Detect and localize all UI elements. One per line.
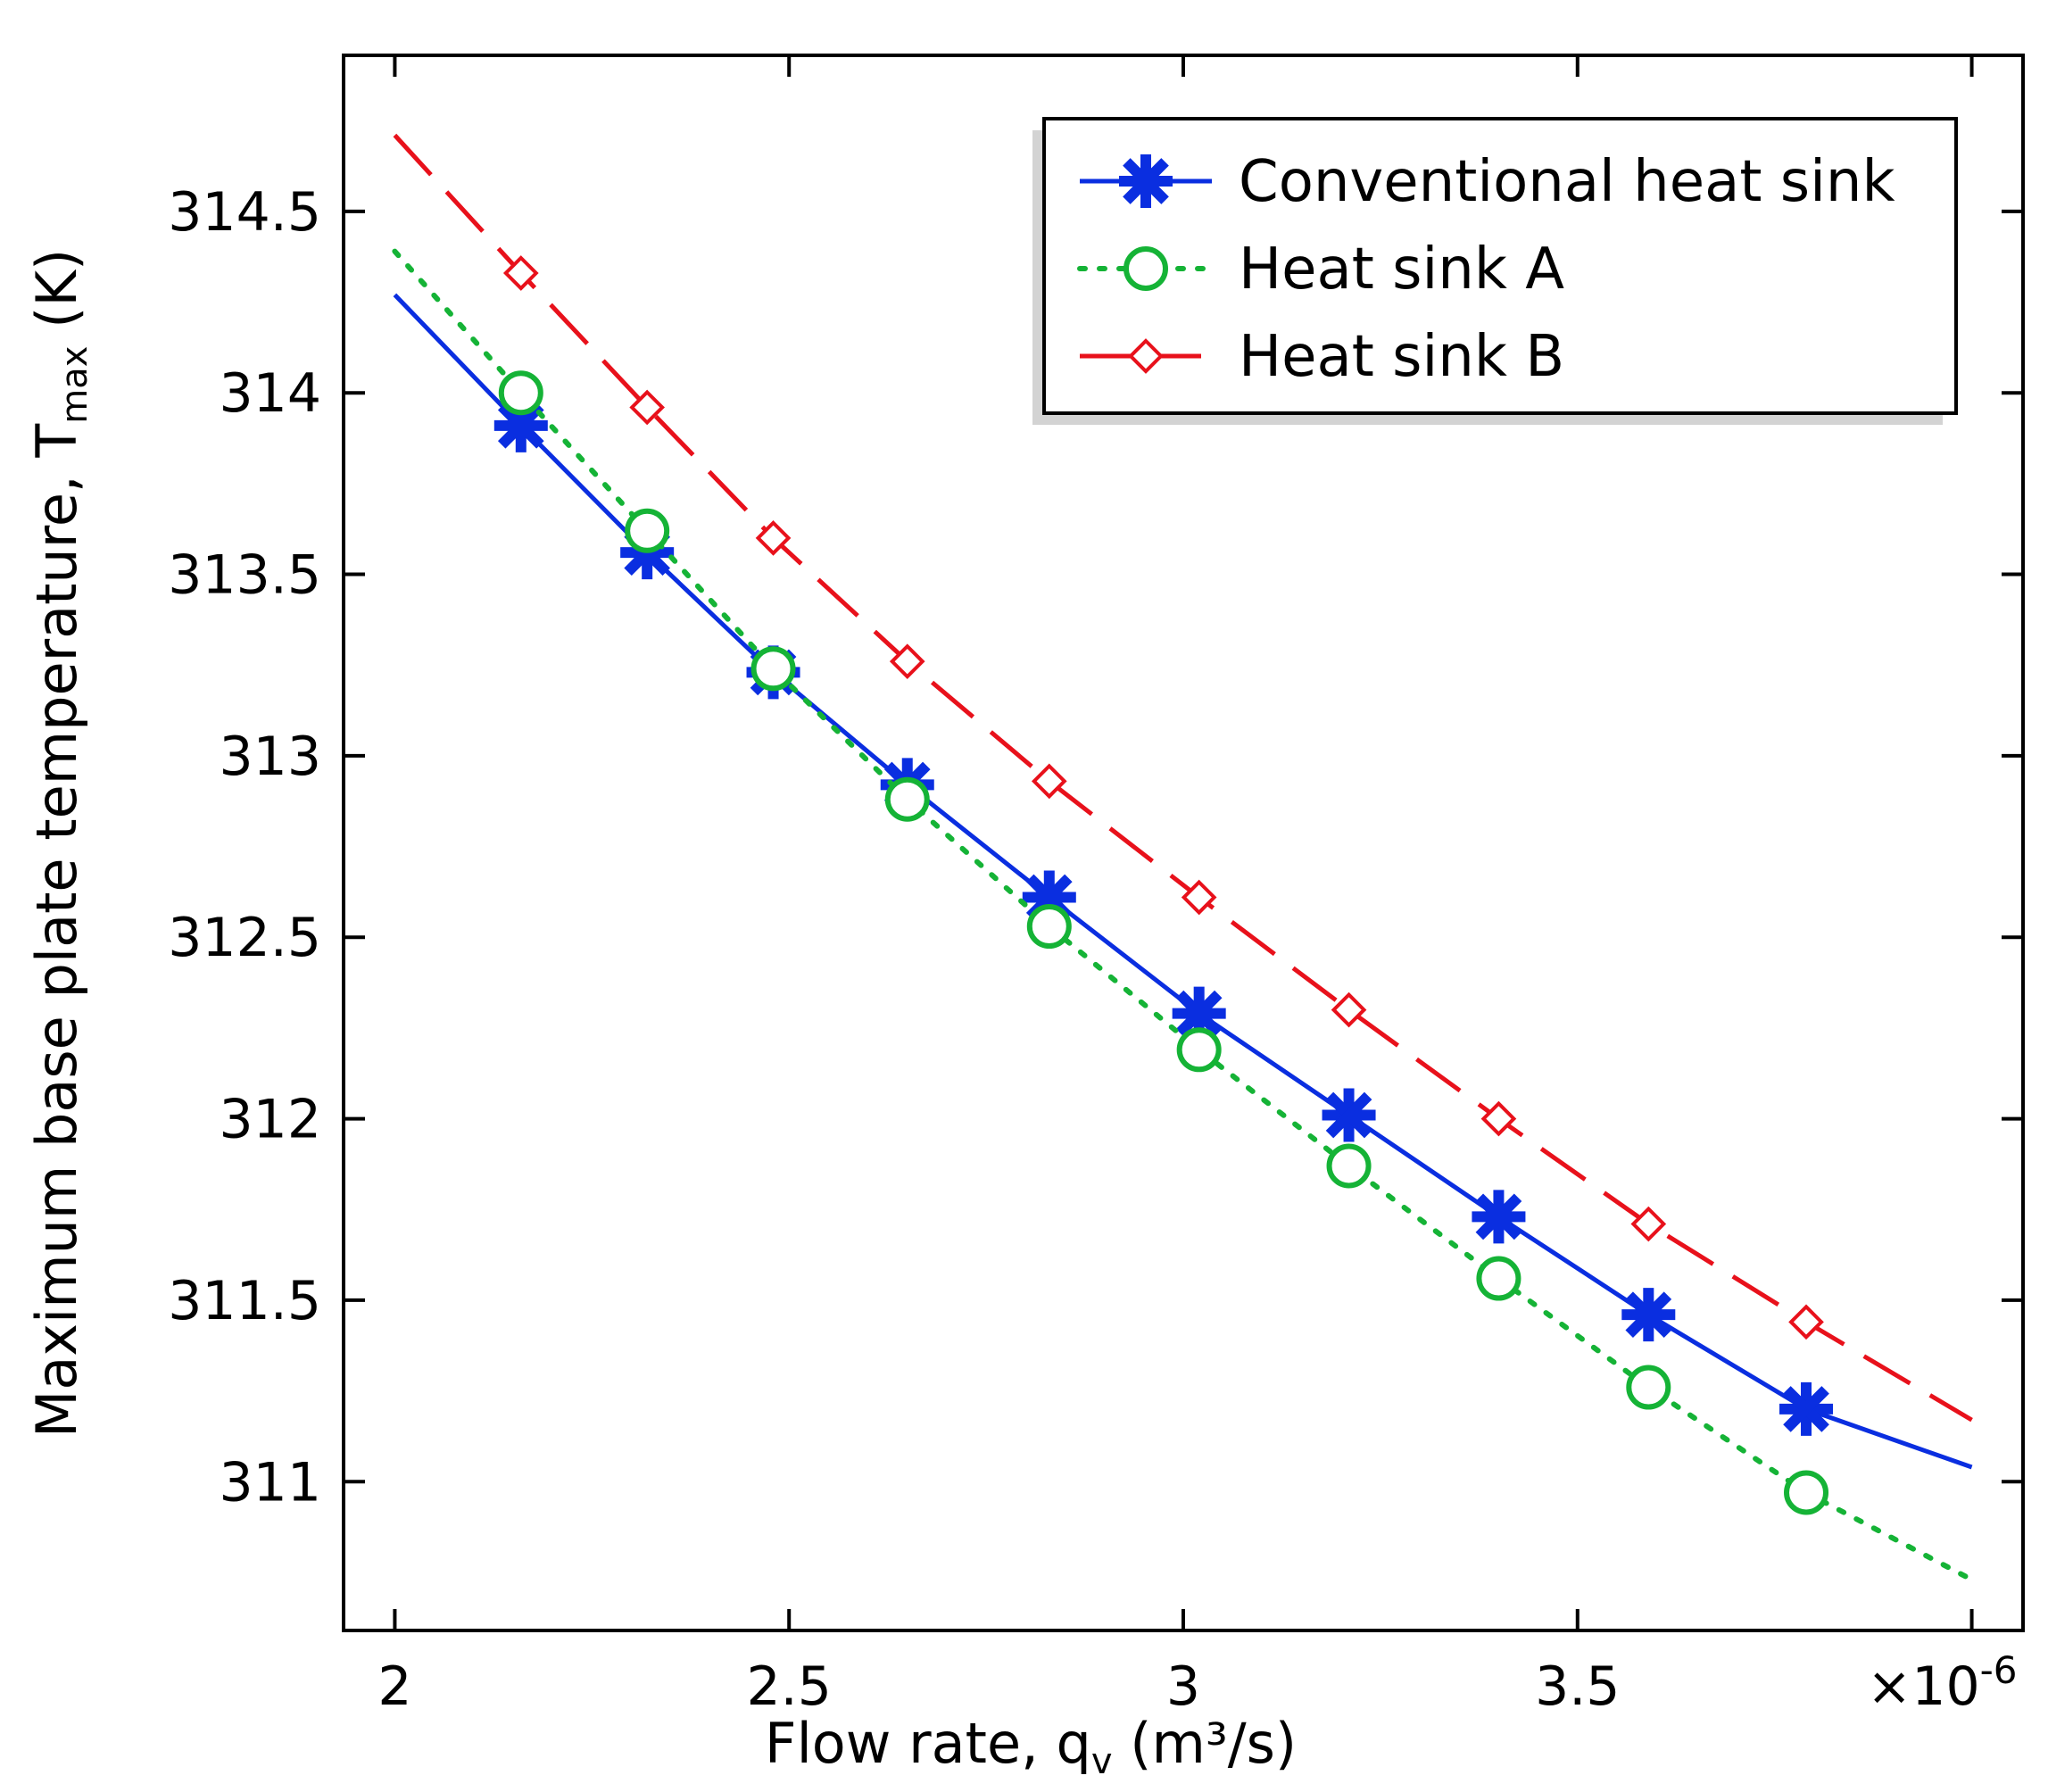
data-point bbox=[1480, 1100, 1517, 1137]
x-tick-label: 2.5 bbox=[747, 1655, 832, 1718]
y-tick-label: 313 bbox=[219, 726, 321, 788]
data-point bbox=[1779, 1381, 1834, 1436]
tick-labels: 2 2.5 3 3.5 311 311.5 312 312.5 313 313.5 314 314.5 bbox=[168, 181, 1620, 1718]
legend-label: Conventional heat sink bbox=[1239, 149, 1895, 215]
data-point bbox=[1626, 1365, 1671, 1410]
x-tick-label: 3.5 bbox=[1535, 1655, 1620, 1718]
legend-label: Heat sink B bbox=[1239, 324, 1564, 390]
data-point bbox=[498, 370, 543, 416]
data-point bbox=[1322, 1088, 1376, 1142]
series-3 bbox=[393, 133, 1973, 1423]
data-point bbox=[1331, 991, 1367, 1028]
x-tick-label: 3 bbox=[1166, 1655, 1200, 1718]
data-point bbox=[1472, 1190, 1526, 1244]
data-point bbox=[1172, 986, 1226, 1041]
legend-marker bbox=[1119, 154, 1173, 208]
data-point bbox=[1026, 904, 1072, 950]
data-point bbox=[889, 643, 925, 679]
data-point bbox=[1630, 1206, 1667, 1242]
x-tick-label: 2 bbox=[377, 1655, 411, 1718]
x-axis-multiplier: ×10-6 bbox=[1867, 1648, 2018, 1718]
data-point bbox=[1031, 763, 1067, 800]
legend: Conventional heat sink Heat sink A Heat si… bbox=[1032, 117, 1958, 425]
data-point bbox=[1621, 1288, 1676, 1342]
data-point bbox=[884, 776, 930, 822]
data-point bbox=[1476, 1256, 1521, 1301]
data-point bbox=[629, 389, 666, 426]
data-point bbox=[755, 520, 792, 556]
data-point bbox=[1181, 879, 1217, 916]
y-axis-label: Maximum base plate temperature, Tmax (K) bbox=[24, 249, 95, 1438]
legend-label: Heat sink A bbox=[1239, 236, 1564, 303]
y-tick-label: 314.5 bbox=[168, 181, 321, 244]
legend-marker bbox=[1123, 246, 1168, 291]
data-point bbox=[1176, 1027, 1222, 1073]
plot-area bbox=[392, 133, 1975, 1583]
y-tick-label: 311 bbox=[219, 1451, 321, 1514]
data-point bbox=[1326, 1143, 1372, 1189]
data-point bbox=[625, 508, 670, 553]
series-line bbox=[392, 248, 1975, 1583]
series-2 bbox=[392, 248, 1975, 1583]
data-point bbox=[502, 255, 539, 291]
x-axis-label: Flow rate, qv (m³/s) bbox=[765, 1711, 1297, 1782]
y-tick-label: 313.5 bbox=[168, 544, 321, 607]
tick-marks bbox=[344, 55, 2023, 1630]
data-point bbox=[1784, 1470, 1829, 1515]
y-tick-label: 312.5 bbox=[168, 907, 321, 969]
y-tick-label: 311.5 bbox=[168, 1270, 321, 1332]
data-point bbox=[750, 646, 796, 692]
y-tick-label: 312 bbox=[219, 1089, 321, 1151]
series-line bbox=[393, 133, 1973, 1423]
y-tick-label: 314 bbox=[219, 362, 321, 425]
data-point bbox=[1788, 1304, 1824, 1340]
legend-box bbox=[1042, 117, 1958, 415]
legend-marker bbox=[1128, 338, 1164, 374]
